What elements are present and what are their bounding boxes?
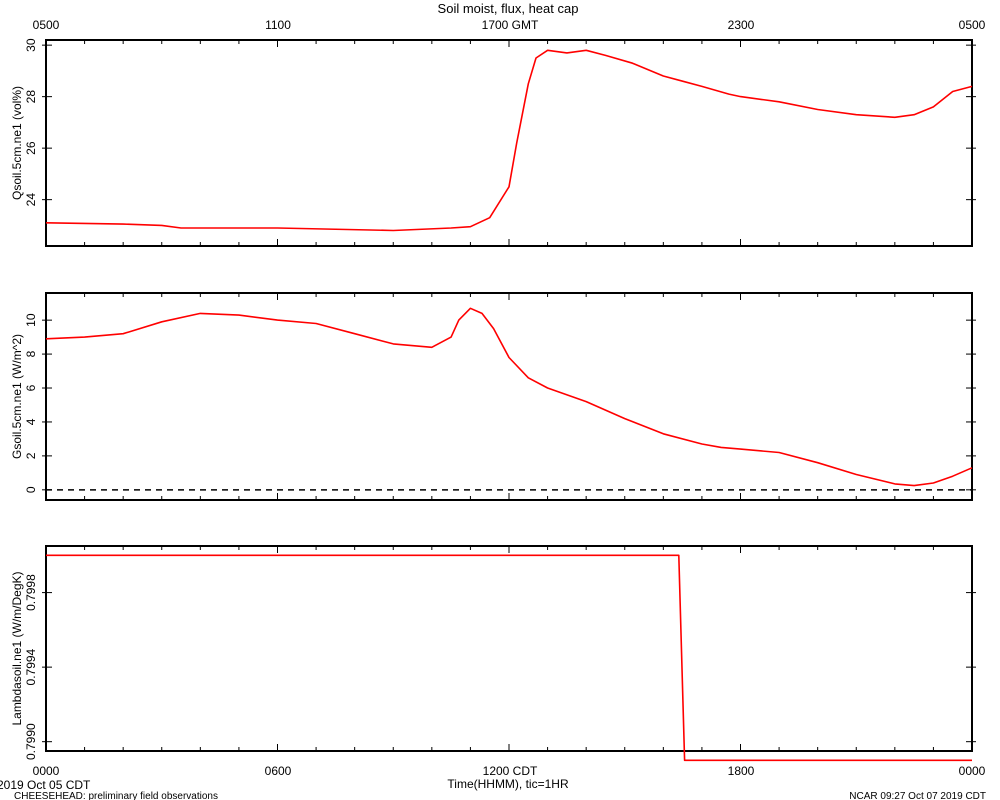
y-tick-label: 28 bbox=[24, 90, 38, 104]
bottom-tick-label: 1800 bbox=[728, 764, 755, 778]
y-axis-label: Gsoil.5cm.ne1 (W/m^2) bbox=[10, 334, 24, 459]
y-tick-label: 30 bbox=[24, 38, 38, 52]
y-tick-label: 8 bbox=[24, 350, 38, 357]
footer-left: CHEESEHEAD: preliminary field observatio… bbox=[14, 791, 218, 800]
y-tick-label: 6 bbox=[24, 384, 38, 391]
plot-frame bbox=[45, 292, 973, 501]
y-tick-label: 0 bbox=[24, 486, 38, 493]
x-axis-label: Time(HHMM), tic=1HR bbox=[447, 777, 569, 791]
series-line bbox=[45, 307, 973, 487]
top-tick-label: 0500 bbox=[33, 18, 60, 32]
y-tick-label: 2 bbox=[24, 452, 38, 459]
chart-title: Soil moist, flux, heat cap bbox=[438, 1, 579, 16]
y-tick-label: 26 bbox=[24, 141, 38, 155]
plot-frame bbox=[45, 39, 973, 247]
bottom-tick-label: 0000 bbox=[959, 764, 986, 778]
series-line bbox=[46, 554, 972, 762]
bottom-tick-label: 1200 CDT bbox=[483, 764, 538, 778]
y-tick-label: 4 bbox=[24, 418, 38, 425]
start-date-label: 2019 Oct 05 CDT bbox=[0, 778, 91, 792]
y-tick-label: 10 bbox=[24, 313, 38, 327]
y-axis-label: Qsoil.5cm.ne1 (vol%) bbox=[10, 86, 24, 200]
top-tick-label: 1700 GMT bbox=[482, 18, 539, 32]
footer-right: NCAR 09:27 Oct 07 2019 CDT bbox=[849, 791, 986, 800]
series-line bbox=[45, 49, 973, 232]
plot-frame bbox=[45, 545, 973, 752]
y-tick-label: 0.7990 bbox=[24, 723, 38, 760]
bottom-tick-label: 0600 bbox=[265, 764, 292, 778]
y-tick-label: 0.7998 bbox=[24, 574, 38, 611]
soil-moisture-panel: 24 26 28 30 Qsoil.5cm.ne1 (vol%) bbox=[10, 38, 976, 247]
top-tick-label: 0500 bbox=[959, 18, 986, 32]
y-tick-label: 0.7994 bbox=[24, 648, 38, 685]
top-tick-label: 2300 bbox=[728, 18, 755, 32]
bottom-tick-label: 0000 bbox=[33, 764, 60, 778]
y-tick-label: 24 bbox=[24, 193, 38, 207]
y-axis-label: Lambdasoil.ne1 (W/m/DegK) bbox=[10, 571, 24, 725]
top-axis-labels: 0500 1100 1700 GMT 2300 0500 bbox=[33, 18, 986, 32]
top-tick-label: 1100 bbox=[265, 18, 291, 32]
bottom-axis-labels: 0000 0600 1200 CDT 1800 0000 Time(HHMM),… bbox=[0, 764, 986, 792]
